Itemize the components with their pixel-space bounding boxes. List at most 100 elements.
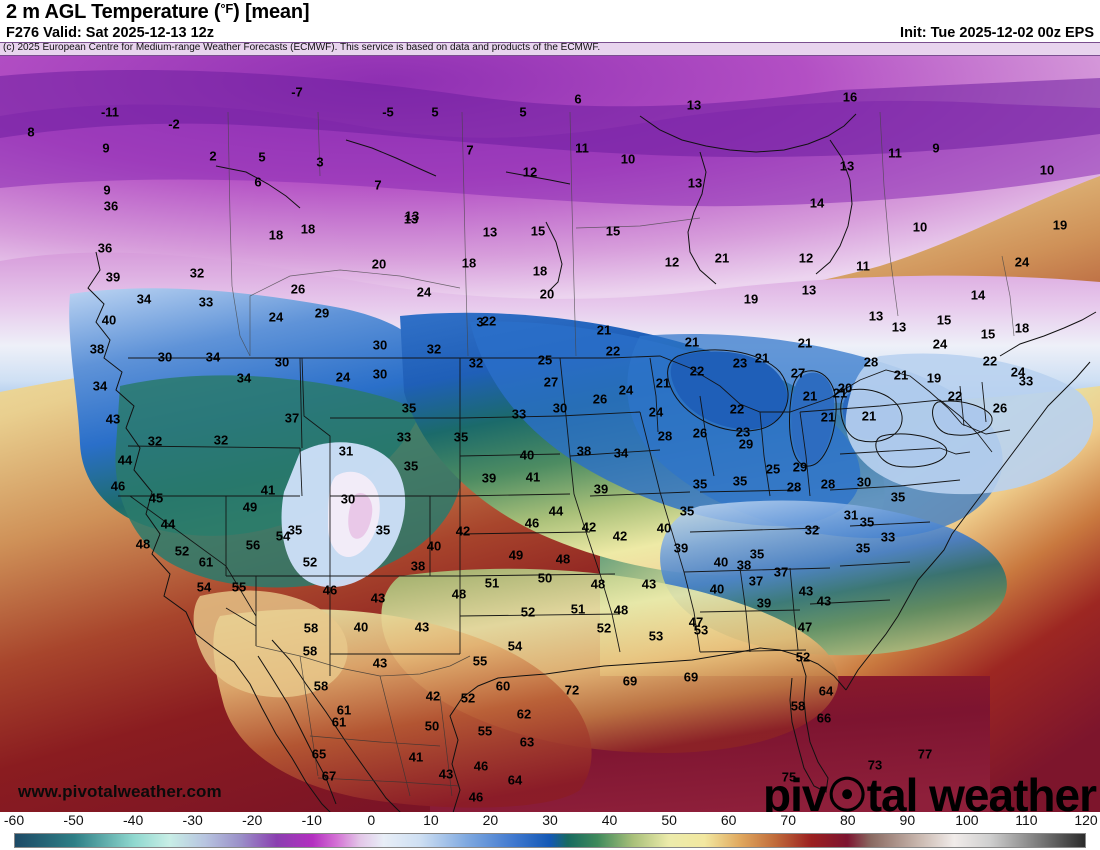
va-nc-border	[849, 521, 931, 527]
temperature-map[interactable]: 8 9 9 -11 -2 2 5 6 3 -7 7 -5 13 7 5 5 6 12 11 10 13 13 15 15 13 1…	[0, 56, 1100, 812]
atlantic-coastline	[845, 361, 1091, 691]
gulf-coastline	[449, 647, 847, 812]
ne-ks-border	[459, 493, 571, 497]
init-time-label: Init: Tue 2025-12-02 00z EPS	[900, 25, 1094, 41]
colorbar-tick: 60	[720, 812, 737, 828]
lake-superior-outline	[667, 349, 789, 432]
colorbar-tick: -40	[122, 812, 144, 828]
colorbar-tick: 30	[542, 812, 558, 828]
mexico-internal-1	[309, 735, 441, 747]
ky-tn-border	[689, 527, 821, 533]
lake-athabasca	[505, 171, 571, 185]
sonora-chihuahua	[299, 655, 319, 777]
il-in-oh-ky-border	[699, 489, 801, 493]
lake-ontario-outline	[932, 400, 993, 436]
lake-erie-outline	[875, 433, 948, 468]
lake-superior-water	[670, 351, 788, 430]
sun-icon: ☉	[826, 769, 867, 812]
lake-michigan-water	[791, 372, 835, 465]
site-url-watermark: www.pivotalweather.com	[18, 782, 222, 801]
colorbar-tick-labels: -60 -50 -40 -30 -20 -10 0 10 20 30 40 50 60 70 80 90 100…	[0, 812, 1100, 831]
hudson-bay-west	[687, 151, 717, 285]
pacific-coastline	[87, 251, 215, 649]
on-qc-border	[879, 111, 899, 317]
wa-or-border	[127, 445, 301, 449]
qc-nl-border	[1001, 255, 1015, 337]
page-title: 2 m AGL Temperature (°F) [mean]	[6, 1, 310, 23]
colorbar-tick: 110	[1015, 812, 1038, 828]
mn-ia-border	[559, 411, 641, 417]
md-va-border	[899, 479, 961, 487]
great-slave-lake	[345, 139, 437, 177]
pivotal-weather-logo: piv☉tal weather	[763, 769, 1097, 812]
colorbar-tick: 70	[780, 812, 797, 828]
al-ga-line	[789, 567, 799, 651]
hudson-bay-south	[639, 113, 857, 153]
ca-nv-diagonal	[129, 495, 257, 617]
mo-ar-border	[589, 491, 691, 497]
colorbar-tick: -20	[242, 812, 263, 828]
colorbar-tick: 100	[955, 812, 979, 828]
maritimes-coastline	[999, 311, 1097, 357]
wi-mn-border	[649, 357, 659, 433]
sk-mb-border	[569, 111, 577, 357]
vt-nh-border	[959, 385, 965, 427]
nc-sc-border	[839, 561, 911, 567]
ny-pa-north	[799, 399, 941, 413]
mexico-internal-2	[317, 777, 461, 787]
northeast-airmass	[845, 353, 1094, 495]
ok-tx-north	[459, 573, 616, 577]
colorbar: -60 -50 -40 -30 -20 -10 0 10 20 30 40 50 60 70 80 90 100…	[0, 812, 1100, 850]
great-bear-lake	[215, 165, 301, 209]
colorbar-gradient[interactable]	[14, 833, 1086, 848]
oh-wv-pa-border	[829, 485, 901, 491]
pa-ny-border	[839, 447, 941, 455]
ms-al-ga-border	[699, 609, 801, 613]
james-bay-east	[815, 139, 853, 275]
desert-southwest-warm	[193, 590, 348, 698]
deep-cold-core-2	[0, 69, 1100, 158]
lake-huron-outline	[840, 388, 903, 443]
ok-tx-border	[459, 613, 621, 617]
ab-sk-dividing	[461, 111, 469, 357]
ny-ne-border	[939, 399, 993, 453]
nh-me-border	[981, 381, 987, 423]
map-canvas	[0, 56, 1100, 812]
bc-yt-border	[317, 111, 321, 177]
lake-winnipeg	[545, 221, 563, 293]
nd-sd-border	[459, 415, 561, 419]
ia-mo-border	[569, 449, 661, 457]
mexico-west-coast	[271, 639, 401, 812]
ca-az-diagonal	[225, 607, 257, 627]
canada-borders-layer	[227, 111, 1015, 357]
colorbar-tick: -10	[301, 812, 322, 828]
gulf-states-south	[699, 649, 807, 653]
bc-ab-border	[249, 269, 461, 356]
degree-unit: °F	[220, 1, 234, 16]
colorbar-tick: 120	[1074, 812, 1098, 828]
colorbar-tick: -50	[63, 812, 84, 828]
oh-in-border	[799, 411, 811, 497]
map-header: 2 m AGL Temperature (°F) [mean] F276 Val…	[0, 0, 1100, 42]
baja-west-coast	[213, 647, 331, 812]
id-mt-wy-border	[301, 357, 331, 496]
ecmwf-disclaimer-text: (c) 2025 European Centre for Medium-rang…	[3, 42, 601, 53]
colorbar-tick: 50	[661, 812, 677, 828]
baja-east-coast	[257, 655, 337, 805]
wa-id-border	[299, 357, 303, 449]
mexico-borders-layer	[255, 645, 471, 797]
sd-ne-border	[459, 453, 561, 457]
ecmwf-disclaimer-bar: (c) 2025 European Centre for Medium-rang…	[0, 42, 1100, 56]
tn-ms-al-border	[683, 567, 831, 573]
colorbar-tick: 0	[367, 812, 376, 828]
colorbar-tick: 10	[423, 812, 439, 828]
colorbar-tick: 90	[899, 812, 916, 828]
or-id-border	[299, 447, 303, 497]
yt-nt-border	[227, 111, 251, 357]
ks-ok-border	[459, 531, 591, 535]
mississippi-river	[639, 411, 701, 653]
colorbar-tick: 80	[839, 812, 856, 828]
valid-time-label: F276 Valid: Sat 2025-12-13 12z	[6, 25, 214, 41]
mb-on-border	[575, 217, 701, 229]
